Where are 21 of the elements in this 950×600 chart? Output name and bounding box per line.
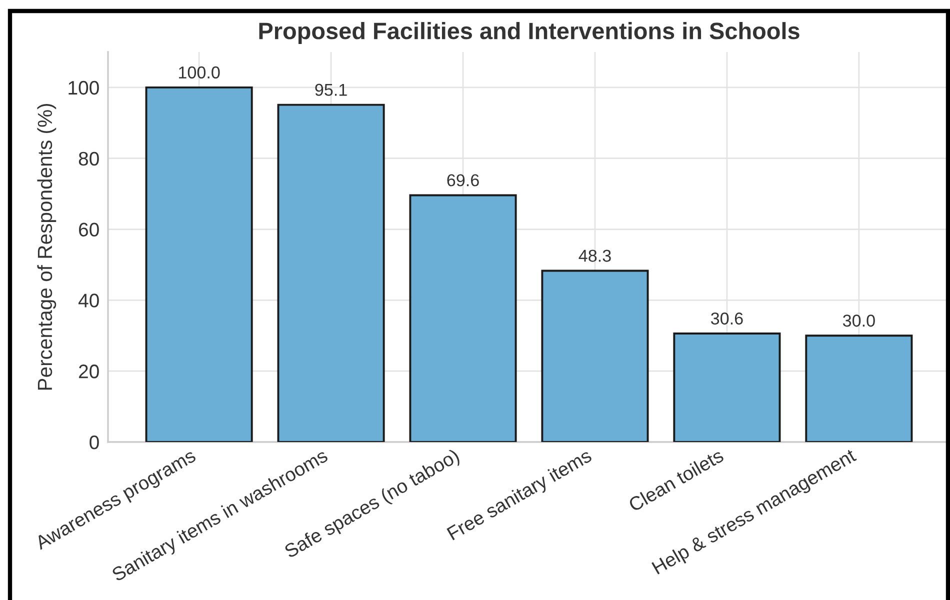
y-tick-label: 60: [79, 222, 99, 237]
data-label: 48.3: [578, 250, 611, 262]
data-label: 30.6: [710, 312, 743, 325]
bar: [541, 270, 649, 442]
bar: [145, 86, 253, 442]
data-label: 95.1: [315, 84, 347, 96]
y-tick-label: 100: [68, 80, 99, 95]
bar: [277, 104, 385, 442]
data-label: 30.0: [842, 314, 875, 327]
chart-title: Proposed Facilities and Interventions in Schools: [259, 22, 800, 44]
bar: [805, 334, 913, 442]
data-label: 100.0: [178, 66, 220, 79]
data-label: 69.6: [447, 174, 479, 186]
y-tick-label: 20: [79, 364, 99, 378]
bar: [409, 194, 517, 442]
x-tick-label: Clean toilets: [628, 448, 724, 512]
y-axis-title: Percentage of Respondents (%): [37, 104, 56, 390]
y-tick-label: 0: [90, 435, 99, 450]
bar: [673, 332, 781, 442]
y-tick-label: 40: [78, 294, 99, 308]
y-tick-label: 80: [78, 152, 99, 166]
